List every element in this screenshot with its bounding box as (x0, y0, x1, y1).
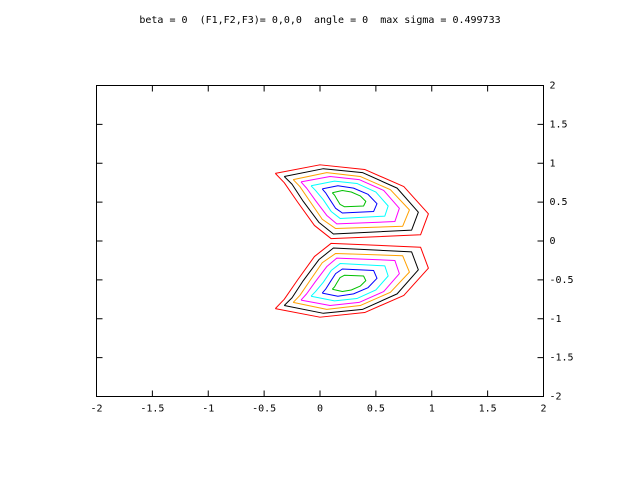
x-tick-label: -0.5 (252, 404, 276, 415)
chart-title: beta = 0 (F1,F2,F3)= 0,0,0 angle = 0 max… (139, 15, 500, 26)
contour-line (274, 164, 429, 318)
x-tick-label: 0 (317, 404, 323, 415)
y-tick-label: -0.5 (550, 275, 574, 286)
x-tick-label: 0.5 (367, 404, 385, 415)
y-tick-label: 1 (550, 158, 556, 169)
contour-line (310, 180, 389, 302)
x-tick-label: -2 (90, 404, 102, 415)
x-tick-label: 1 (429, 404, 435, 415)
y-tick-label: -2 (550, 392, 562, 403)
contour-line (331, 189, 367, 293)
contour-line (300, 175, 400, 307)
contour-line (292, 172, 410, 310)
y-tick-label: 0.5 (550, 197, 568, 208)
contour-line (321, 185, 378, 297)
y-tick-label: -1 (550, 314, 562, 325)
x-tick-label: -1.5 (140, 404, 164, 415)
contour-line (283, 168, 419, 314)
y-tick-label: 0 (550, 236, 556, 247)
x-tick-label: -1 (202, 404, 214, 415)
y-tick-label: 2 (550, 81, 556, 92)
x-tick-label: 1.5 (479, 404, 497, 415)
y-tick-label: -1.5 (550, 353, 574, 364)
x-tick-label: 2 (540, 404, 546, 415)
y-tick-label: 1.5 (550, 119, 568, 130)
